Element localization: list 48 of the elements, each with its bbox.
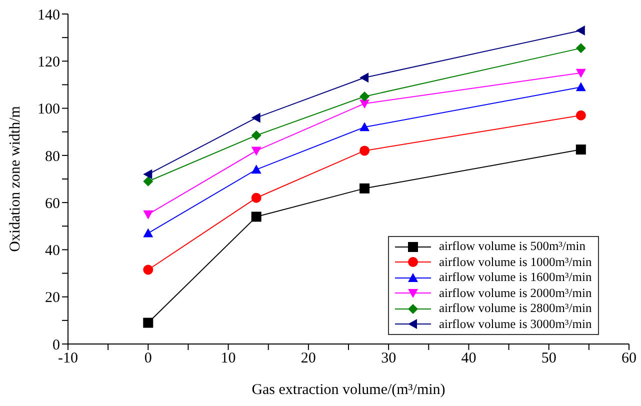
x-tick-label: 50 [541,350,556,367]
x-tick-label: 30 [381,350,396,367]
point [576,43,586,54]
point [360,100,370,109]
y-tick-label: 100 [38,102,60,118]
point [251,112,260,123]
point [143,169,152,180]
point [576,110,586,120]
x-tick-label: 0 [144,350,152,367]
point [360,146,370,156]
legend-label: airflow volume is 1600m³/min [439,270,592,286]
legend-label: airflow volume is 500m³/min [439,239,586,254]
x-tick-label: 10 [220,350,236,367]
legend-label: airflow volume is 3000m³/min [439,316,592,332]
point [360,122,370,132]
point [360,72,369,83]
x-tick-label: 60 [622,350,636,367]
legend-label: airflow volume is 1000m³/min [439,254,592,270]
point [143,176,154,186]
point [576,26,585,36]
legend-label: airflow volume is 2000m³/min [439,286,592,301]
point [143,318,154,328]
y-tick-label: 40 [45,243,60,260]
y-tick-label: 60 [45,196,60,212]
x-tick-label: -10 [58,350,78,367]
point [576,82,586,92]
y-tick-label: 80 [45,148,60,165]
point [143,228,154,238]
point [143,210,154,220]
x-axis-title: Gas extraction volume/(m³/min) [252,382,446,398]
point [251,192,262,203]
y-axis-title: Oxidation zone width/m [7,106,24,252]
y-tick-label: 0 [52,337,60,354]
legend-label: airflow volume is 2800m³/min [439,301,592,316]
point [576,68,586,78]
point [576,144,586,155]
y-tick-label: 20 [45,290,60,306]
x-tick-label: 40 [461,350,476,367]
y-tick-label: 140 [38,7,60,24]
point [251,212,262,222]
point [360,92,370,102]
y-tick-label: 120 [38,54,60,70]
x-tick-label: 20 [300,350,316,367]
point [251,164,262,174]
point [143,264,154,275]
point [251,146,262,156]
point [360,183,370,194]
point [251,130,262,140]
